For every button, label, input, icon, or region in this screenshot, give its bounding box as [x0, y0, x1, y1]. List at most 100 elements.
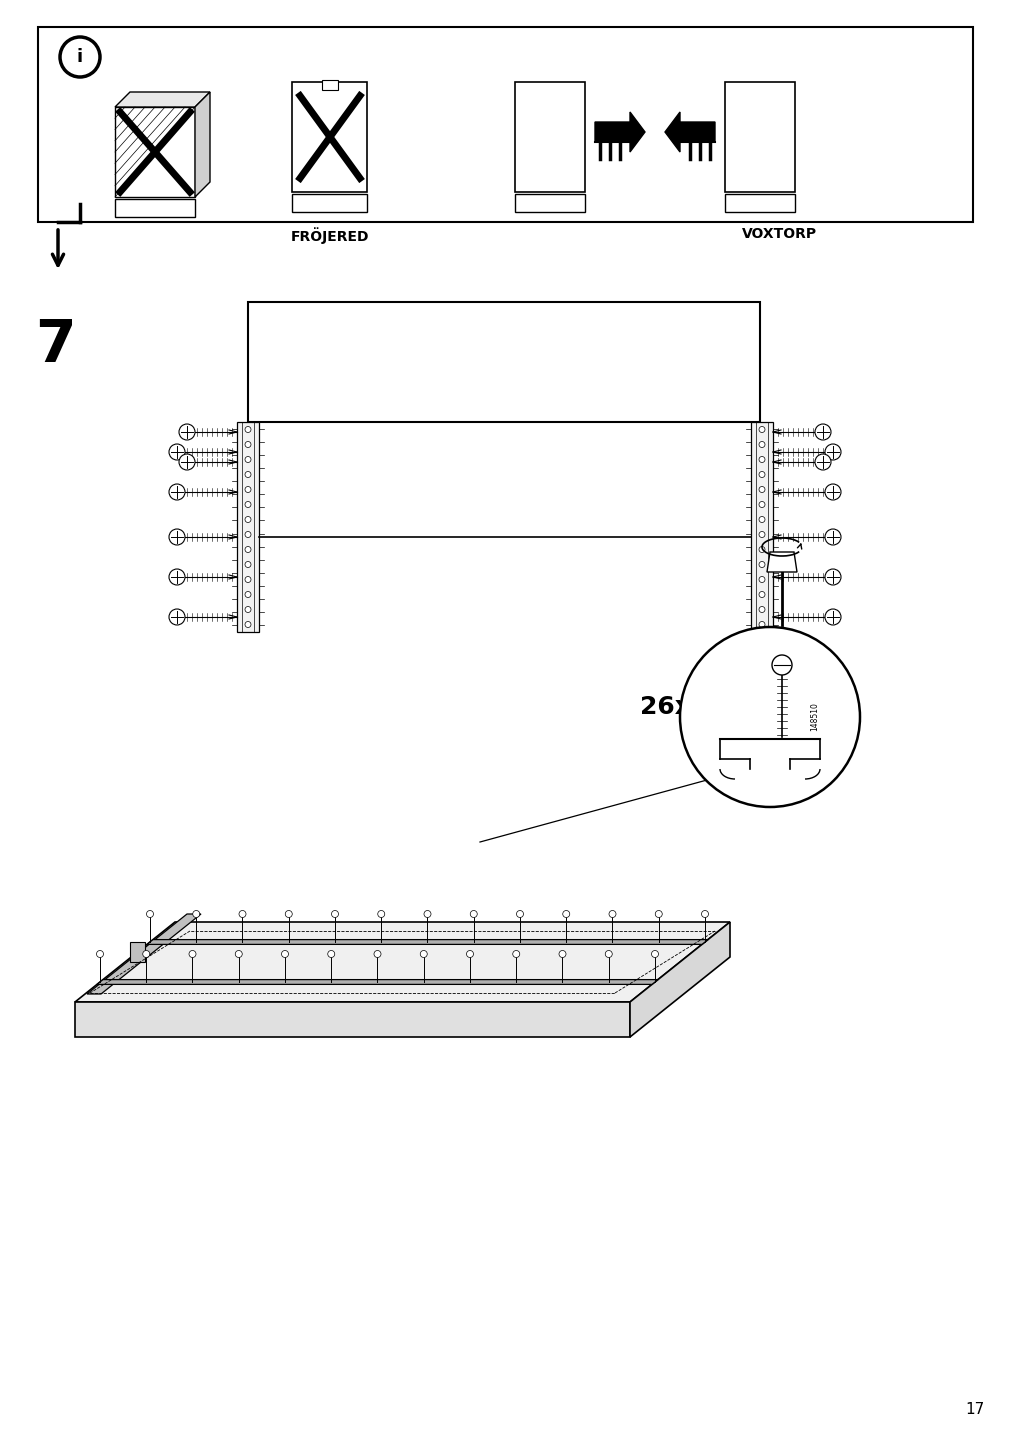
Bar — [115, 199, 195, 218]
Bar — [248, 302, 759, 422]
Polygon shape — [115, 92, 210, 107]
Circle shape — [758, 471, 764, 477]
Circle shape — [245, 607, 251, 613]
Circle shape — [169, 444, 185, 460]
Polygon shape — [195, 92, 210, 198]
Polygon shape — [75, 922, 729, 1002]
Circle shape — [516, 911, 523, 918]
Polygon shape — [594, 112, 644, 152]
Circle shape — [758, 501, 764, 507]
Circle shape — [609, 911, 616, 918]
Circle shape — [513, 951, 520, 958]
Bar — [724, 82, 795, 192]
Text: 7: 7 — [34, 316, 75, 374]
Circle shape — [143, 951, 150, 958]
Circle shape — [758, 591, 764, 597]
Polygon shape — [115, 107, 195, 198]
Circle shape — [605, 951, 612, 958]
Circle shape — [758, 427, 764, 432]
Polygon shape — [97, 979, 657, 984]
Circle shape — [679, 627, 859, 808]
Circle shape — [169, 528, 185, 546]
Circle shape — [332, 911, 338, 918]
Circle shape — [758, 547, 764, 553]
Circle shape — [281, 951, 288, 958]
Circle shape — [245, 561, 251, 567]
Circle shape — [245, 501, 251, 507]
Polygon shape — [129, 942, 145, 962]
Circle shape — [824, 444, 840, 460]
Circle shape — [824, 484, 840, 500]
Polygon shape — [147, 939, 708, 944]
Circle shape — [771, 654, 792, 674]
Polygon shape — [75, 1002, 630, 1037]
Circle shape — [377, 911, 384, 918]
Bar — [321, 80, 338, 90]
Circle shape — [235, 951, 242, 958]
Circle shape — [245, 471, 251, 477]
Circle shape — [758, 457, 764, 463]
Text: FRÖJERED: FRÖJERED — [290, 228, 369, 243]
Circle shape — [824, 569, 840, 586]
Circle shape — [192, 911, 199, 918]
Bar — [724, 193, 795, 212]
Polygon shape — [87, 914, 201, 994]
Circle shape — [374, 951, 380, 958]
Circle shape — [758, 441, 764, 448]
Circle shape — [245, 487, 251, 493]
Circle shape — [758, 561, 764, 567]
Bar — [38, 27, 972, 222]
Circle shape — [328, 951, 335, 958]
Bar — [515, 82, 584, 192]
Circle shape — [245, 591, 251, 597]
Bar — [750, 422, 772, 632]
Bar — [515, 193, 584, 212]
Circle shape — [169, 609, 185, 624]
Text: 148510: 148510 — [810, 703, 819, 732]
Bar — [292, 193, 367, 212]
Text: 26x: 26x — [639, 695, 691, 719]
Circle shape — [147, 911, 154, 918]
Circle shape — [562, 911, 569, 918]
Circle shape — [60, 37, 100, 77]
Circle shape — [169, 484, 185, 500]
Polygon shape — [766, 551, 797, 571]
Circle shape — [651, 951, 658, 958]
Text: 17: 17 — [964, 1402, 984, 1418]
Circle shape — [758, 531, 764, 537]
Circle shape — [758, 607, 764, 613]
Bar — [292, 82, 367, 192]
Circle shape — [245, 457, 251, 463]
Circle shape — [96, 951, 103, 958]
Circle shape — [189, 951, 196, 958]
Circle shape — [758, 487, 764, 493]
Circle shape — [245, 441, 251, 448]
Circle shape — [245, 621, 251, 627]
Circle shape — [169, 569, 185, 586]
Circle shape — [245, 577, 251, 583]
Circle shape — [245, 427, 251, 432]
Text: i: i — [77, 49, 83, 66]
Circle shape — [245, 531, 251, 537]
Text: VOXTORP: VOXTORP — [742, 228, 817, 241]
Circle shape — [470, 911, 477, 918]
Circle shape — [179, 424, 195, 440]
Circle shape — [239, 911, 246, 918]
Circle shape — [245, 517, 251, 523]
Circle shape — [701, 911, 708, 918]
Circle shape — [758, 577, 764, 583]
Circle shape — [758, 621, 764, 627]
Circle shape — [814, 454, 830, 470]
Circle shape — [558, 951, 565, 958]
Polygon shape — [664, 112, 715, 152]
Circle shape — [179, 454, 195, 470]
Circle shape — [245, 547, 251, 553]
Bar — [237, 422, 259, 632]
Circle shape — [758, 517, 764, 523]
Polygon shape — [630, 922, 729, 1037]
Circle shape — [285, 911, 292, 918]
Circle shape — [654, 911, 661, 918]
Circle shape — [814, 424, 830, 440]
Circle shape — [824, 528, 840, 546]
Circle shape — [420, 951, 427, 958]
